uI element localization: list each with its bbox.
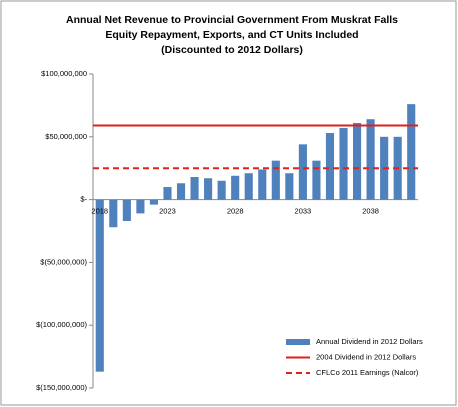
legend-label: Annual Dividend in 2012 Dollars <box>316 337 423 346</box>
x-tick-label: 2038 <box>362 207 379 216</box>
y-tick-label: $(50,000,000) <box>40 257 87 266</box>
bar <box>366 119 375 200</box>
bar <box>271 160 280 200</box>
chart-title: (Discounted to 2012 Dollars) <box>161 44 303 56</box>
bar <box>204 178 213 200</box>
bar <box>95 199 104 372</box>
bar <box>190 176 199 200</box>
bar <box>122 199 131 221</box>
bar <box>339 128 348 200</box>
bar <box>312 160 321 200</box>
bar <box>407 104 416 200</box>
x-tick-label: 2018 <box>91 207 108 216</box>
y-tick-label: $- <box>80 195 87 204</box>
bar <box>136 199 145 214</box>
bar <box>176 183 186 200</box>
bar <box>285 173 294 200</box>
legend-swatch <box>286 339 310 345</box>
bar <box>217 180 226 200</box>
x-tick-label: 2023 <box>159 207 176 216</box>
x-tick-label: 2033 <box>295 207 312 216</box>
bar <box>244 173 253 200</box>
y-tick-label: $50,000,000 <box>45 132 87 141</box>
legend-label: 2004 Dividend in 2012 Dollars <box>316 352 416 361</box>
chart-title: Annual Net Revenue to Provincial Governm… <box>66 14 398 26</box>
legend-label: CFLCo 2011 Earnings (Nalcor) <box>316 368 419 377</box>
bar <box>231 175 240 200</box>
y-tick-label: $(100,000,000) <box>36 320 87 329</box>
bar <box>149 199 158 205</box>
y-tick-label: $100,000,000 <box>41 69 87 78</box>
chart-title: Equity Repayment, Exports, and CT Units … <box>105 29 358 41</box>
x-tick-label: 2028 <box>227 207 244 216</box>
bar <box>325 133 335 200</box>
bar <box>298 144 307 200</box>
bar <box>353 122 362 200</box>
bar <box>109 199 118 228</box>
y-tick-label: $(150,000,000) <box>36 383 87 392</box>
bar <box>163 187 172 200</box>
bar <box>258 169 267 200</box>
